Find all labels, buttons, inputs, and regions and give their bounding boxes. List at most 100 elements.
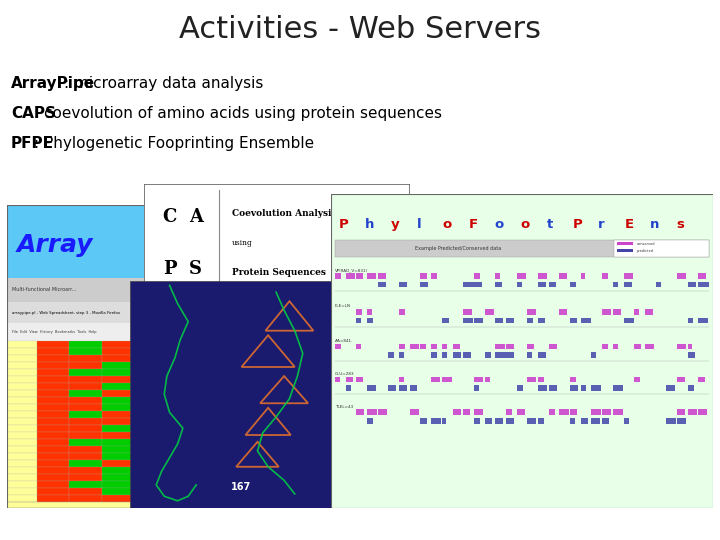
Bar	[677, 418, 685, 423]
Bar	[356, 273, 364, 279]
Text: using: using	[232, 239, 253, 247]
Bar	[698, 318, 708, 323]
Bar	[410, 409, 419, 415]
Bar	[613, 309, 621, 315]
Bar	[102, 481, 132, 488]
Bar	[7, 460, 37, 467]
Bar	[132, 418, 238, 425]
Bar	[538, 273, 547, 279]
Bar	[7, 369, 37, 376]
Bar	[356, 409, 364, 415]
Bar	[102, 418, 132, 425]
Bar	[618, 249, 633, 252]
Bar	[37, 446, 69, 453]
Bar	[7, 467, 37, 474]
Bar	[102, 488, 132, 495]
Bar	[485, 309, 494, 315]
Bar	[367, 318, 373, 323]
Bar	[132, 341, 238, 348]
Text: 167: 167	[231, 482, 251, 492]
Bar	[37, 383, 69, 390]
Bar	[613, 409, 623, 415]
Bar	[613, 282, 618, 287]
Bar	[389, 385, 396, 390]
Bar	[102, 362, 132, 369]
Bar	[495, 352, 505, 357]
Bar	[442, 343, 447, 349]
Bar	[602, 309, 611, 315]
Bar	[37, 495, 69, 502]
Bar	[624, 273, 633, 279]
Bar	[69, 411, 102, 418]
Bar	[378, 273, 386, 279]
Text: TLEL=43: TLEL=43	[335, 404, 354, 409]
Bar	[399, 343, 405, 349]
Bar	[37, 453, 69, 460]
Bar	[69, 495, 102, 502]
Text: o: o	[521, 218, 530, 231]
Bar	[102, 467, 132, 474]
Bar	[7, 411, 37, 418]
Bar	[688, 282, 696, 287]
Bar	[549, 343, 557, 349]
Bar	[453, 343, 460, 349]
Bar	[602, 418, 609, 423]
Bar	[442, 318, 449, 323]
Bar	[37, 355, 69, 362]
Bar	[495, 343, 505, 349]
Bar	[463, 309, 472, 315]
Bar	[102, 411, 132, 418]
Bar	[69, 376, 102, 383]
Text: VPIRAD_V=831): VPIRAD_V=831)	[335, 268, 368, 272]
Bar	[7, 404, 37, 411]
Bar	[420, 282, 428, 287]
Bar	[7, 383, 37, 390]
Bar	[453, 409, 461, 415]
Text: PFPE: PFPE	[11, 136, 54, 151]
Bar	[132, 362, 238, 369]
Bar	[7, 302, 238, 323]
Bar	[7, 495, 37, 502]
Bar	[132, 355, 238, 362]
Bar	[7, 205, 238, 278]
Bar	[399, 385, 408, 390]
Bar	[624, 418, 629, 423]
Bar	[69, 460, 102, 467]
Bar	[69, 474, 102, 481]
Bar	[410, 385, 418, 390]
Text: File  Edit  View  History  Bookmarks  Tools  Help: File Edit View History Bookmarks Tools H…	[12, 330, 96, 334]
Bar	[677, 273, 685, 279]
Bar	[102, 453, 132, 460]
Bar	[37, 467, 69, 474]
Bar	[102, 355, 132, 362]
Bar	[7, 439, 37, 446]
Bar	[102, 495, 132, 502]
Text: : coevolution of amino acids using protein sequences: : coevolution of amino acids using prote…	[35, 106, 442, 121]
Bar	[538, 282, 546, 287]
Bar	[570, 282, 576, 287]
Bar	[102, 348, 132, 355]
Bar	[132, 425, 238, 432]
Bar	[688, 385, 694, 390]
Bar	[7, 376, 37, 383]
Text: r: r	[598, 218, 605, 231]
Text: C: C	[163, 208, 177, 226]
Bar	[37, 376, 69, 383]
Bar	[346, 385, 351, 390]
Bar	[474, 282, 482, 287]
Bar	[645, 343, 654, 349]
Bar	[420, 418, 427, 423]
Bar	[677, 343, 686, 349]
Bar	[506, 343, 515, 349]
Bar	[102, 341, 132, 348]
Bar	[7, 453, 37, 460]
Bar	[474, 418, 480, 423]
Bar	[69, 369, 102, 376]
Bar	[132, 397, 238, 404]
Bar	[442, 418, 446, 423]
Bar	[495, 282, 502, 287]
Bar	[37, 362, 69, 369]
Bar	[335, 273, 341, 279]
Bar	[69, 390, 102, 397]
Bar	[7, 348, 37, 355]
